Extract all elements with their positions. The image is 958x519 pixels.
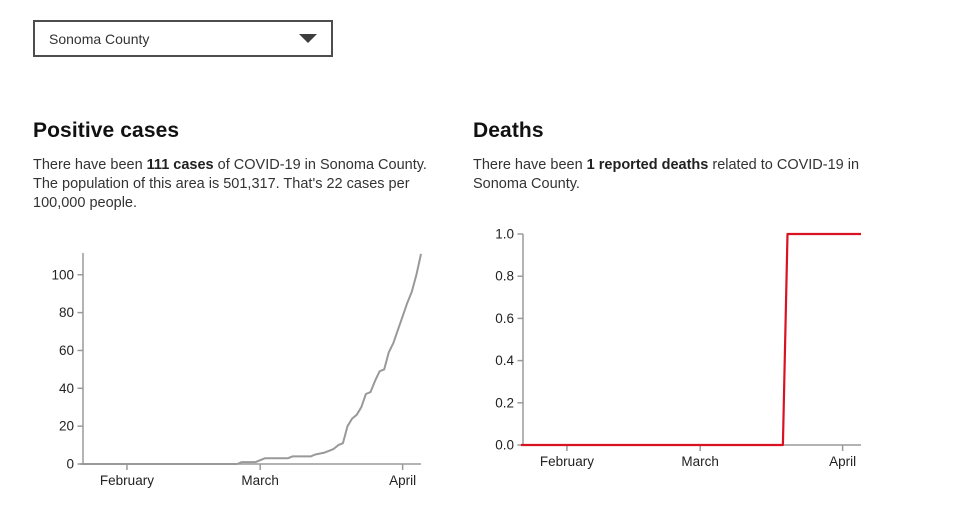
month-label: April bbox=[389, 473, 416, 488]
positive-cases-section: Positive cases There have been 111 cases… bbox=[33, 119, 458, 496]
cases-count: 111 cases bbox=[146, 157, 214, 173]
y-tick-label: 0.6 bbox=[495, 311, 514, 326]
deaths-trend-line bbox=[521, 232, 861, 447]
y-tick-label: 60 bbox=[59, 343, 74, 358]
cases-chart-container: 0 20 40 60 80 100 February March April bbox=[33, 241, 458, 496]
month-label: February bbox=[540, 454, 594, 469]
chevron-down-icon bbox=[299, 34, 317, 43]
month-label: March bbox=[681, 454, 719, 469]
y-tick-label: 20 bbox=[59, 419, 74, 434]
cases-summary-suffix: of COVID-19 in Sonoma County. The popula… bbox=[33, 157, 427, 211]
deaths-summary-suffix: related to COVID-19 in Sonoma County. bbox=[473, 157, 860, 192]
positive-cases-summary: There have been 111 cases of COVID-19 in… bbox=[33, 156, 455, 213]
month-label: April bbox=[829, 454, 856, 469]
deaths-summary-prefix: There have been bbox=[473, 157, 587, 173]
covid-dashboard: Sonoma County Positive cases There have … bbox=[33, 20, 958, 496]
cases-chart: 0 20 40 60 80 100 February March April bbox=[51, 253, 422, 488]
positive-cases-heading: Positive cases bbox=[33, 119, 180, 142]
y-tick-label: 1.0 bbox=[495, 227, 514, 242]
content-columns: Positive cases There have been 111 cases… bbox=[33, 119, 958, 496]
y-tick-label: 80 bbox=[59, 305, 74, 320]
cases-summary-prefix: There have been bbox=[33, 157, 147, 173]
cases-trend-line bbox=[81, 253, 422, 465]
deaths-section: Deaths There have been 1 reported deaths… bbox=[473, 119, 898, 496]
y-tick-label: 0.4 bbox=[495, 353, 514, 368]
y-tick-label: 0.0 bbox=[495, 438, 514, 453]
month-label: March bbox=[241, 473, 279, 488]
deaths-summary: There have been 1 reported deaths relate… bbox=[473, 156, 895, 194]
y-tick-label: 0 bbox=[66, 457, 74, 472]
y-tick-label: 0.8 bbox=[495, 269, 514, 284]
county-select-value: Sonoma County bbox=[49, 30, 150, 47]
y-tick-label: 100 bbox=[51, 267, 74, 282]
y-tick-label: 40 bbox=[59, 381, 74, 396]
deaths-chart: 0.0 0.2 0.4 0.6 0.8 1.0 February March April bbox=[495, 227, 861, 469]
y-tick-label: 0.2 bbox=[495, 395, 514, 410]
deaths-heading: Deaths bbox=[473, 119, 544, 142]
county-select[interactable]: Sonoma County bbox=[33, 20, 333, 57]
deaths-chart-container: 0.0 0.2 0.4 0.6 0.8 1.0 February March April bbox=[473, 222, 898, 477]
deaths-count: 1 reported deaths bbox=[586, 157, 709, 173]
month-label: February bbox=[100, 473, 154, 488]
